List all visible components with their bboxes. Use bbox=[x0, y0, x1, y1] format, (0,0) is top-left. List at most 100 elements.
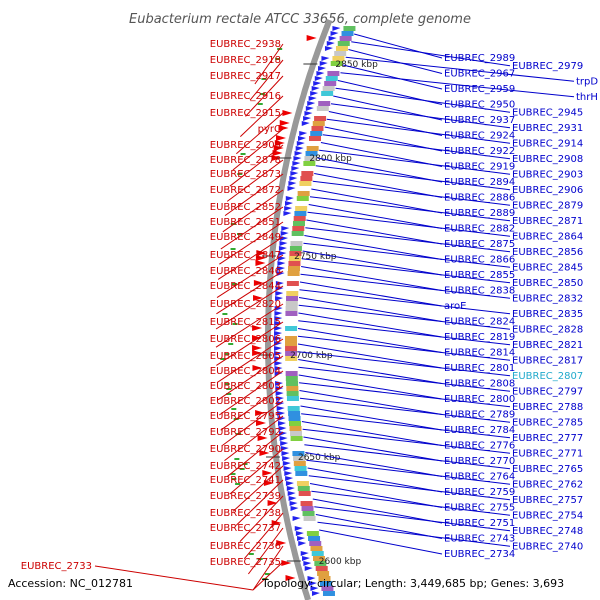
left-gene-label: EUBREC_2844 bbox=[210, 281, 281, 292]
left-gene-label: EUBREC_2938 bbox=[210, 39, 281, 50]
gene-tick-mark bbox=[224, 353, 230, 355]
right-gene-label: EUBREC_2855 bbox=[444, 270, 515, 281]
left-label-connector bbox=[216, 321, 284, 366]
gene-feature-block bbox=[288, 266, 301, 271]
gene-feature-block bbox=[291, 231, 304, 236]
right-gene-label: EUBREC_2950 bbox=[444, 100, 515, 111]
left-gene-label: EUBREC_2741 bbox=[210, 475, 281, 486]
right-gene-label: EUBREC_2838 bbox=[444, 286, 515, 297]
reverse-strand-gene bbox=[285, 481, 294, 486]
forward-strand-gene bbox=[256, 250, 267, 256]
reverse-strand-gene bbox=[292, 516, 301, 521]
reverse-strand-gene bbox=[279, 436, 288, 441]
gene-feature-block bbox=[292, 226, 305, 231]
left-label-connector bbox=[245, 75, 284, 117]
right-label-connector bbox=[302, 428, 511, 454]
reverse-strand-gene bbox=[297, 536, 306, 541]
left-gene-label: EUBREC_2795 bbox=[210, 411, 281, 422]
reverse-strand-gene bbox=[311, 591, 320, 596]
right-gene-label: EUBREC_2777 bbox=[512, 433, 583, 444]
right-gene-label: EUBREC_2967 bbox=[444, 69, 515, 80]
gene-feature-block bbox=[290, 241, 303, 246]
gene-feature-block bbox=[316, 106, 329, 111]
left-label-connector bbox=[224, 415, 284, 461]
gene-feature-block bbox=[289, 251, 302, 256]
right-label-connector bbox=[354, 33, 443, 59]
right-label-connector bbox=[298, 312, 443, 338]
right-gene-label: EUBREC_2765 bbox=[512, 464, 583, 475]
reverse-strand-gene bbox=[294, 151, 303, 156]
gene-feature-block bbox=[322, 86, 335, 91]
gene-tick-mark bbox=[264, 573, 270, 575]
right-label-connector bbox=[315, 165, 511, 191]
right-label-connector bbox=[304, 444, 511, 470]
left-label-connector bbox=[216, 254, 284, 299]
reverse-strand-gene bbox=[296, 141, 305, 146]
right-label-connector bbox=[322, 134, 511, 160]
left-gene-label: EUBREC_2846 bbox=[210, 266, 281, 277]
gene-tick-mark bbox=[275, 58, 281, 60]
reverse-strand-gene bbox=[294, 526, 303, 531]
right-gene-label: EUBREC_2959 bbox=[444, 84, 515, 95]
reverse-strand-gene bbox=[274, 336, 283, 341]
reverse-strand-gene bbox=[275, 391, 284, 396]
reverse-strand-gene bbox=[330, 31, 339, 36]
reverse-strand-gene bbox=[276, 271, 285, 276]
left-gene-label: EUBREC_2804 bbox=[210, 366, 281, 377]
gene-feature-block bbox=[286, 386, 299, 391]
reverse-strand-gene bbox=[274, 311, 283, 316]
right-label-connector bbox=[324, 126, 443, 152]
right-gene-label: EUBREC_2821 bbox=[512, 340, 583, 351]
right-label-connector bbox=[301, 421, 443, 446]
gene-tick-mark bbox=[231, 478, 237, 480]
left-gene-label: EUBREC_2872 bbox=[210, 185, 281, 196]
left-label-connector bbox=[235, 479, 284, 526]
right-gene-label: EUBREC_2755 bbox=[444, 503, 515, 514]
gene-feature-block bbox=[286, 396, 299, 401]
gene-feature-block bbox=[321, 586, 334, 591]
right-label-connector bbox=[298, 366, 511, 392]
reverse-strand-gene bbox=[285, 476, 294, 481]
right-gene-label: EUBREC_2771 bbox=[512, 448, 583, 459]
right-gene-label: EUBREC_2879 bbox=[512, 200, 583, 211]
left-label-connector bbox=[217, 236, 284, 280]
right-label-connector bbox=[308, 204, 443, 229]
gene-feature-block bbox=[292, 221, 305, 226]
gene-feature-block bbox=[285, 356, 298, 361]
reverse-strand-gene bbox=[283, 211, 292, 216]
reverse-strand-gene bbox=[291, 166, 300, 171]
gene-tick-mark bbox=[239, 468, 245, 470]
right-gene-label: EUBREC_2875 bbox=[444, 239, 515, 250]
left-label-connector bbox=[252, 545, 284, 591]
left-gene-label: EUBREC_2738 bbox=[210, 508, 281, 519]
reverse-strand-gene bbox=[295, 146, 304, 151]
gene-feature-block bbox=[313, 556, 326, 561]
gene-feature-block bbox=[314, 116, 327, 121]
right-gene-label: trpD bbox=[576, 76, 598, 87]
forward-strand-gene bbox=[255, 260, 266, 266]
gene-tick-mark bbox=[230, 248, 236, 250]
right-label-connector bbox=[311, 188, 443, 214]
gene-feature-block bbox=[285, 351, 298, 356]
right-gene-label: EUBREC_2757 bbox=[512, 495, 583, 506]
ring-layer bbox=[220, 18, 356, 600]
reverse-strand-gene bbox=[318, 66, 327, 71]
reverse-strand-gene bbox=[307, 101, 316, 106]
reverse-strand-gene bbox=[304, 111, 313, 116]
gene-feature-block bbox=[301, 506, 314, 511]
reverse-strand-gene bbox=[274, 331, 283, 336]
reverse-strand-gene bbox=[289, 501, 298, 506]
gene-feature-block bbox=[285, 301, 298, 306]
accession-text: Accession: NC_012781 bbox=[8, 577, 133, 590]
reverse-strand-gene bbox=[316, 71, 325, 76]
gene-feature-block bbox=[321, 91, 334, 96]
gene-tick-mark bbox=[226, 388, 232, 390]
gene-feature-block bbox=[325, 76, 338, 81]
gene-feature-block bbox=[286, 291, 299, 296]
right-gene-label: EUBREC_2759 bbox=[444, 487, 515, 498]
left-gene-label: EUBREC_2915 bbox=[210, 108, 281, 119]
reverse-strand-gene bbox=[286, 486, 295, 491]
reverse-strand-gene bbox=[278, 426, 287, 431]
right-gene-label: EUBREC_2748 bbox=[512, 526, 583, 537]
reverse-strand-gene bbox=[277, 266, 286, 271]
